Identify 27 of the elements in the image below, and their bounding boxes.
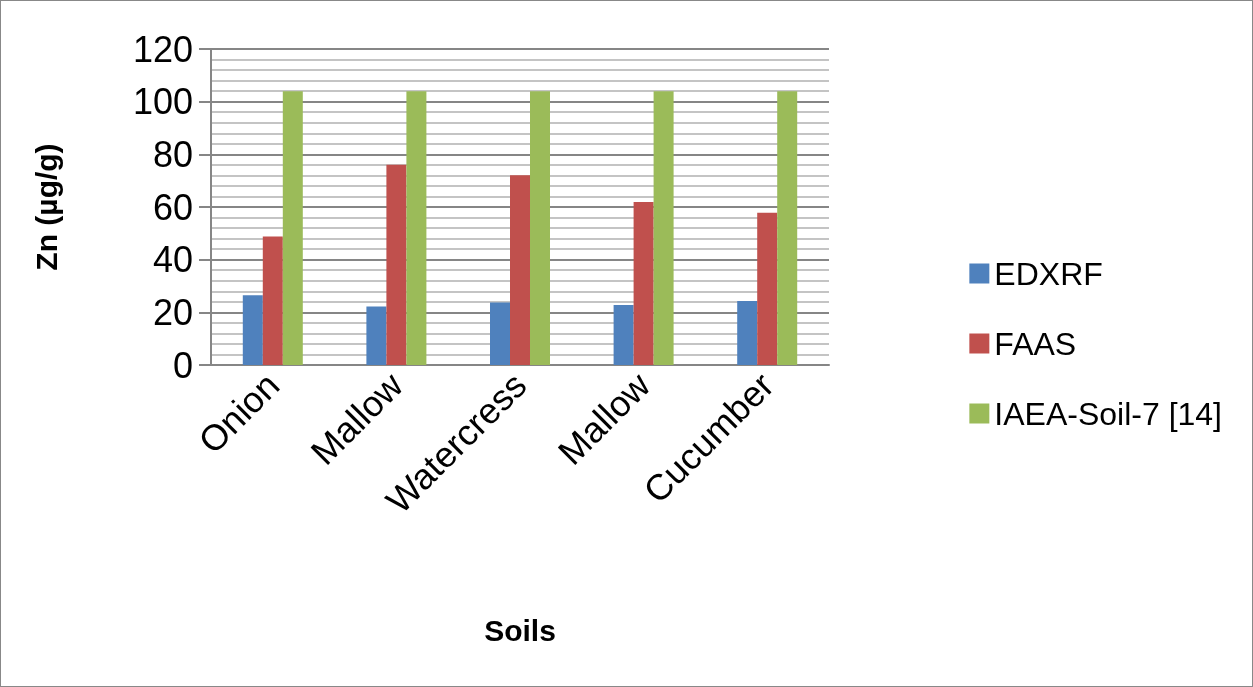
bar [737, 301, 758, 365]
y-axis-title: Zn (µg/g) [29, 143, 63, 271]
bar [633, 202, 654, 365]
bar [613, 304, 634, 365]
y-tick-label: 0 [172, 344, 193, 386]
y-tick-label: 80 [152, 133, 193, 175]
bar [386, 164, 407, 365]
legend-label: EDXRF [994, 255, 1103, 292]
bar [406, 91, 427, 365]
y-tick-label: 40 [152, 239, 193, 281]
y-tick-label: 120 [132, 28, 193, 70]
bar [510, 175, 530, 365]
bar [366, 306, 387, 365]
legend-label: FAAS [994, 325, 1077, 362]
bar [777, 91, 798, 365]
bar [530, 91, 550, 365]
y-tick-label: 60 [152, 186, 193, 228]
legend-label: IAEA-Soil-7 [14] [994, 395, 1222, 432]
bar [757, 212, 778, 365]
bar [653, 91, 674, 365]
y-tick-label: 20 [152, 291, 193, 333]
x-axis-title: Soils [484, 613, 556, 647]
bar [242, 295, 263, 365]
bar [262, 236, 283, 365]
bar [490, 302, 510, 365]
y-tick-label: 100 [132, 81, 193, 123]
bar [282, 91, 303, 365]
